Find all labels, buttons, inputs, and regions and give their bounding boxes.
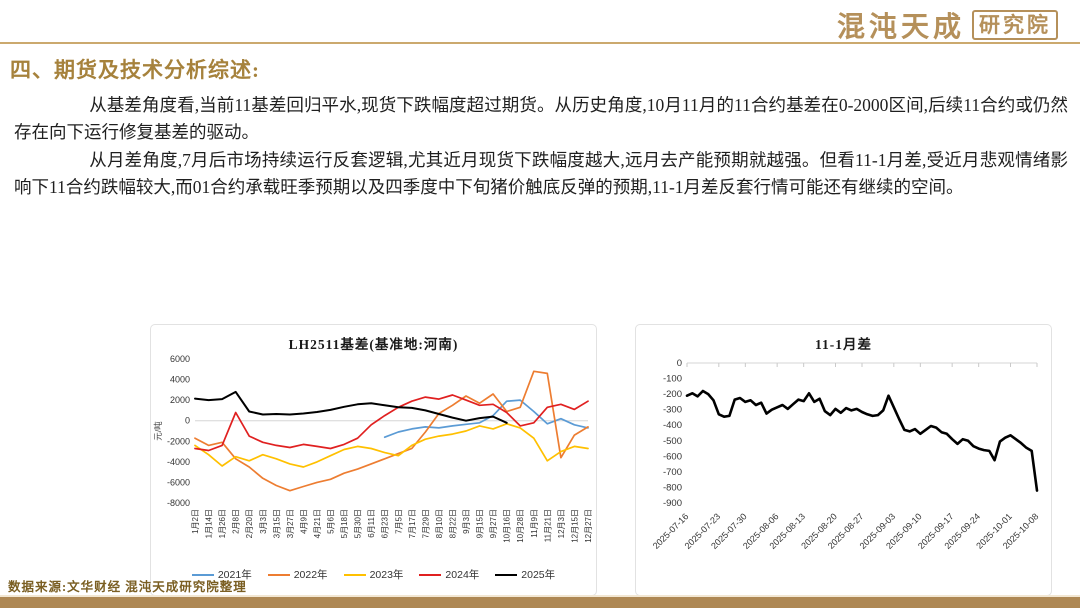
- legend-swatch: [343, 573, 366, 576]
- svg-text:元/吨: 元/吨: [153, 421, 163, 441]
- legend-label: 2024年: [445, 569, 480, 581]
- legend-item-2025年: 2025年: [495, 567, 555, 582]
- section-title: 四、期货及技术分析综述:: [10, 58, 260, 82]
- paragraph-spread: 从月差角度,7月后市场持续运行反套逻辑,尤其近月现货下跌幅度越大,远月去产能预期…: [14, 149, 1068, 197]
- svg-text:-600: -600: [663, 451, 682, 462]
- header-divider: [0, 42, 1080, 44]
- svg-text:9月27日: 9月27日: [489, 509, 498, 538]
- svg-text:-400: -400: [663, 420, 682, 431]
- legend-swatch: [267, 573, 290, 576]
- svg-text:1月26日: 1月26日: [218, 509, 227, 538]
- svg-text:5月30日: 5月30日: [354, 509, 363, 538]
- legend-item-2022年: 2022年: [267, 567, 328, 582]
- legend-item-2023年: 2023年: [343, 567, 404, 582]
- paragraph-basis: 从基差角度看,当前11基差回归平水,现货下跌幅度超过期货。从历史角度,10月11…: [14, 95, 1068, 143]
- bottom-bar: [0, 595, 1080, 608]
- svg-text:-800: -800: [663, 482, 682, 493]
- legend-swatch: [495, 573, 518, 576]
- svg-text:-900: -900: [663, 498, 682, 509]
- svg-text:5月18日: 5月18日: [340, 509, 349, 538]
- svg-text:-6000: -6000: [167, 477, 190, 487]
- svg-text:2月20日: 2月20日: [245, 509, 254, 538]
- spread-chart: 11-1月差 0 -100 -200 -300 -400 -500 -600 -700 -800…: [635, 324, 1052, 596]
- body-text: 从基差角度看,当前11基差回归平水,现货下跌幅度超过期货。从历史角度,10月11…: [14, 92, 1068, 201]
- logo-text: 混沌天成: [836, 10, 965, 43]
- basis-chart: LH2511基差(基准地:河南) 6000 4000 2000 0 -2000 -4000…: [150, 324, 597, 596]
- spread-chart-plot: 0-100-200-300-400-500-600-700-800-900202…: [651, 358, 1041, 551]
- svg-text:4月21日: 4月21日: [313, 509, 322, 538]
- svg-text:-300: -300: [663, 405, 682, 416]
- svg-text:8月22日: 8月22日: [448, 509, 457, 538]
- svg-text:5月6日: 5月6日: [327, 509, 336, 534]
- data-source: 数据来源:文华财经 混沌天成研究院整理: [8, 580, 247, 594]
- svg-text:9月15日: 9月15日: [476, 509, 485, 538]
- legend-item-2024年: 2024年: [419, 567, 479, 582]
- svg-text:6月11日: 6月11日: [367, 509, 376, 538]
- svg-text:-700: -700: [663, 467, 682, 478]
- basis-chart-legend: 2021年 2022年 2023年 2024年 2025年: [191, 567, 555, 582]
- svg-text:9月3日: 9月3日: [462, 509, 471, 534]
- legend-swatch: [419, 573, 442, 576]
- svg-text:-100: -100: [663, 374, 682, 385]
- svg-text:-2000: -2000: [167, 436, 190, 446]
- legend-label: 2025年: [521, 569, 556, 581]
- svg-text:7月17日: 7月17日: [408, 509, 417, 538]
- svg-text:-4000: -4000: [167, 457, 190, 467]
- svg-text:6月23日: 6月23日: [381, 509, 390, 538]
- svg-text:11月9日: 11月9日: [530, 509, 539, 538]
- svg-text:1月14日: 1月14日: [205, 509, 214, 538]
- svg-text:-8000: -8000: [167, 498, 190, 508]
- svg-text:0: 0: [677, 358, 682, 369]
- svg-text:2000: 2000: [170, 395, 190, 405]
- spread-chart-title: 11-1月差: [814, 337, 872, 352]
- svg-text:1月2日: 1月2日: [191, 509, 200, 534]
- svg-text:10月16日: 10月16日: [503, 509, 512, 543]
- svg-text:7月29日: 7月29日: [421, 509, 430, 538]
- svg-text:10月28日: 10月28日: [516, 509, 525, 543]
- svg-text:4000: 4000: [170, 375, 190, 385]
- svg-text:4月9日: 4月9日: [299, 509, 308, 534]
- svg-text:7月5日: 7月5日: [394, 509, 403, 534]
- legend-swatch: [191, 573, 214, 576]
- legend-item-2021年: 2021年: [191, 567, 252, 582]
- svg-text:3月15日: 3月15日: [272, 509, 281, 538]
- svg-text:11月21日: 11月21日: [543, 509, 552, 542]
- svg-text:3月27日: 3月27日: [286, 509, 295, 538]
- logo-seal-text: 研究院: [972, 10, 1058, 40]
- svg-text:2月8日: 2月8日: [232, 509, 241, 534]
- svg-text:12月15日: 12月15日: [570, 509, 579, 543]
- svg-text:-200: -200: [663, 389, 682, 400]
- svg-text:0: 0: [185, 416, 190, 426]
- legend-label: 2022年: [293, 569, 328, 581]
- legend-label: 2023年: [369, 569, 404, 581]
- basis-chart-title: LH2511基差(基准地:河南): [288, 337, 459, 352]
- svg-text:12月27日: 12月27日: [584, 509, 593, 543]
- legend-label: 2021年: [217, 569, 252, 581]
- svg-text:6000: 6000: [170, 354, 190, 364]
- svg-text:3月3日: 3月3日: [259, 509, 268, 534]
- svg-text:-500: -500: [663, 436, 682, 447]
- svg-text:12月3日: 12月3日: [557, 509, 566, 538]
- company-logo: 混沌天成 研究院: [837, 5, 1058, 45]
- svg-text:8月10日: 8月10日: [435, 509, 444, 538]
